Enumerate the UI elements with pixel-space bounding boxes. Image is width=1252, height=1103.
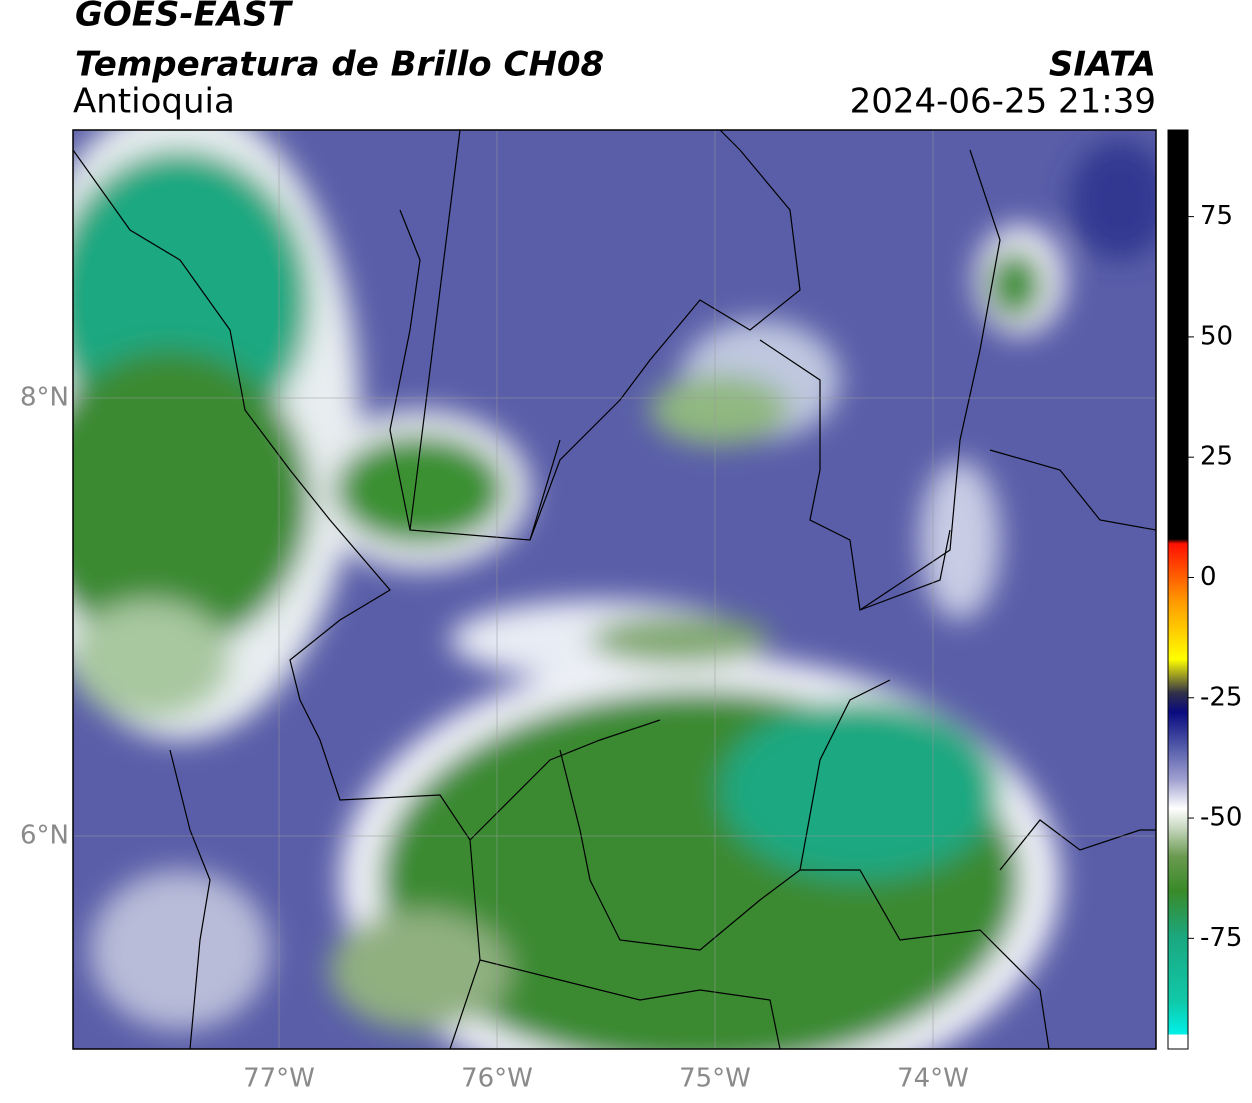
colorbar-tick-label: -50	[1200, 803, 1242, 833]
source: SIATA	[1049, 45, 1156, 85]
product-title: Temperatura de Brillo CH08	[75, 45, 604, 85]
timestamp: 2024-06-25 21:39	[850, 82, 1156, 122]
map-frame	[72, 129, 1157, 1050]
graticule	[73, 130, 1156, 1049]
colorbar-tick-label: 75	[1200, 201, 1233, 231]
y-tick-label: 6°N	[20, 820, 69, 850]
x-tick-label: 74°W	[897, 1064, 969, 1094]
colorbar-tick-label: 0	[1200, 562, 1217, 592]
x-tick-label: 76°W	[461, 1064, 533, 1094]
colorbar-tick-label: -75	[1200, 923, 1242, 953]
x-tick-label: 77°W	[243, 1064, 315, 1094]
region: Antioquia	[73, 82, 235, 122]
y-tick-label: 8°N	[20, 383, 69, 413]
colorbar-tick-label: -25	[1200, 682, 1242, 712]
colorbar	[1167, 129, 1189, 1050]
colorbar-tick-label: 50	[1200, 321, 1233, 351]
satellite-title: GOES-EAST	[75, 0, 294, 35]
satellite-image	[73, 130, 1156, 1049]
x-tick-label: 75°W	[679, 1064, 751, 1094]
colorbar-tick-label: 25	[1200, 442, 1233, 472]
